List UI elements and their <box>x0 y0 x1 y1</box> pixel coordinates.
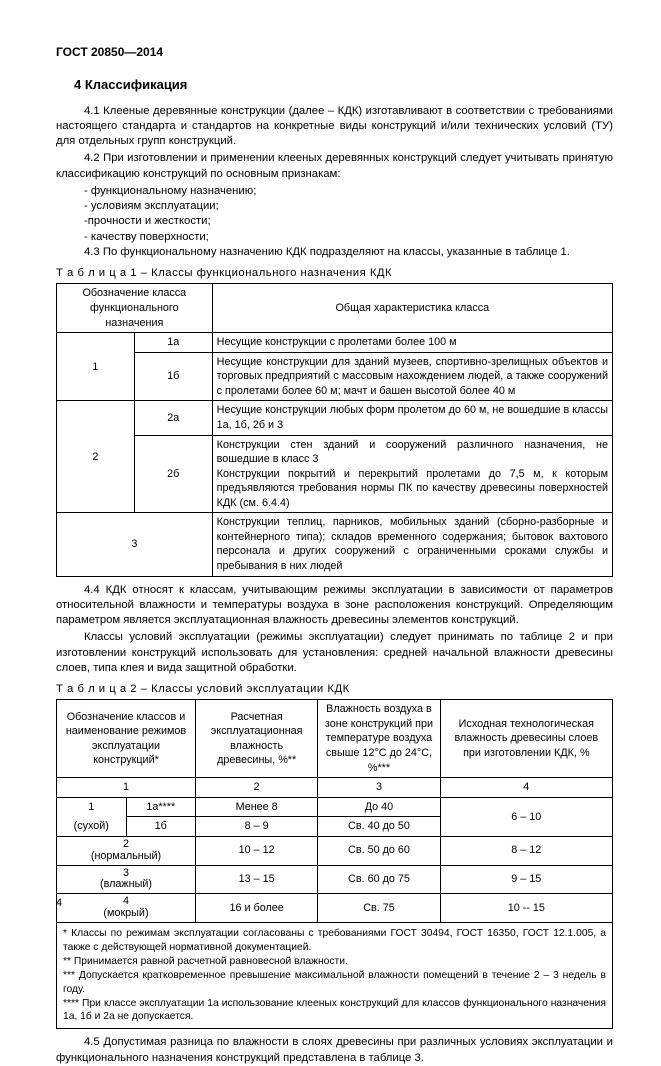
para-4-4b: Классы условий эксплуатации (режимы эксп… <box>56 630 613 676</box>
section-heading: 4 Классификация <box>74 76 613 94</box>
t1-class-2: 2 <box>57 401 135 513</box>
t2-r1-v4: 6 – 10 <box>440 797 612 836</box>
t1-desc-2b: Конструкции стен зданий и сооружений раз… <box>212 435 612 513</box>
t1-code-1b: 1б <box>134 352 212 401</box>
t2-colnum-4: 4 <box>440 778 612 798</box>
t1-class-1: 1 <box>57 333 135 401</box>
t2-header-2: Расчетная эксплуатационная влажность дре… <box>196 700 318 778</box>
t2-r4-label: 4(мокрый) <box>57 894 196 923</box>
t2-r3-label: 3(влажный) <box>57 865 196 894</box>
t2-r1a-v3: До 40 <box>318 797 440 817</box>
t2-r1b-v3: Св. 40 до 50 <box>318 817 440 837</box>
t2-r2-v2: 10 – 12 <box>196 836 318 865</box>
t1-class-3: 3 <box>57 513 213 576</box>
t2-r3-v2: 13 – 15 <box>196 865 318 894</box>
t2-colnum-1: 1 <box>57 778 196 798</box>
t2-r2-v4: 8 – 12 <box>440 836 612 865</box>
t2-r1a-v2: Менее 8 <box>196 797 318 817</box>
list-item: -прочности и жесткости; <box>56 214 613 229</box>
t2-r2-v3: Св. 50 до 60 <box>318 836 440 865</box>
t2-colnum-2: 2 <box>196 778 318 798</box>
para-4-2: 4.2 При изготовлении и применении клеены… <box>56 151 613 182</box>
t2-r1-name: (сухой) <box>57 817 127 837</box>
t1-header-1: Обозначение класса функционального назна… <box>57 284 213 333</box>
t2-r4-v2: 16 и более <box>196 894 318 923</box>
t2-r4-v3: Св. 75 <box>318 894 440 923</box>
t2-header-3: Влажность воздуха в зоне конструкций при… <box>318 700 440 778</box>
table-1: Обозначение класса функционального назна… <box>56 283 613 576</box>
page-number: 4 <box>56 896 62 911</box>
t2-r1b-v2: 8 – 9 <box>196 817 318 837</box>
t1-code-1a: 1а <box>134 333 212 353</box>
table-2-caption: Т а б л и ц а 2 – Классы условий эксплуа… <box>56 682 613 697</box>
t2-r1b-sub: 1б <box>126 817 196 837</box>
para-4-3: 4.3 По функциональному назначению КДК по… <box>56 245 613 260</box>
para-4-1: 4.1 Клееные деревянные конструкции (дале… <box>56 104 613 150</box>
footnote-4: **** При классе эксплуатации 1а использо… <box>63 997 606 1025</box>
document-id: ГОСТ 20850—2014 <box>56 44 613 60</box>
footnote-2: ** Принимается равной расчетной равновес… <box>63 955 606 969</box>
para-4-4: 4.4 КДК относят к классам, учитывающим р… <box>56 583 613 629</box>
footnote-1: * Классы по режимам эксплуатации согласо… <box>63 927 606 955</box>
t1-header-2: Общая характеристика класса <box>212 284 612 333</box>
t2-header-1: Обозначение классов и наименование режим… <box>57 700 196 778</box>
t1-desc-3: Конструкции теплиц, парников, мобильных … <box>212 513 612 576</box>
list-item: - условиям эксплуатации; <box>56 199 613 214</box>
t2-header-4: Исходная технологическая влажность древе… <box>440 700 612 778</box>
list-item: - функциональному назначению; <box>56 184 613 199</box>
t1-desc-1a: Несущие конструкции с пролетами более 10… <box>212 333 612 353</box>
t1-code-2a: 2а <box>134 401 212 435</box>
footnote-3: *** Допускается кратковременное превышен… <box>63 969 606 997</box>
t2-colnum-3: 3 <box>318 778 440 798</box>
list-item: - качеству поверхности; <box>56 230 613 245</box>
t2-r3-v3: Св. 60 до 75 <box>318 865 440 894</box>
t2-r2-label: 2(нормальный) <box>57 836 196 865</box>
t2-r3-v4: 9 – 15 <box>440 865 612 894</box>
t1-desc-2a: Несущие конструкции любых форм пролетом … <box>212 401 612 435</box>
table-2-footnotes: * Классы по режимам эксплуатации согласо… <box>56 923 613 1029</box>
t2-r1a-sub: 1а**** <box>126 797 196 817</box>
t2-r1-class: 1 <box>57 797 127 817</box>
table-1-caption: Т а б л и ц а 1 – Классы функционального… <box>56 266 613 281</box>
t1-desc-1b: Несущие конструкции для зданий музеев, с… <box>212 352 612 401</box>
table-2: Обозначение классов и наименование режим… <box>56 699 613 923</box>
para-4-5: 4.5 Допустимая разница по влажности в сл… <box>56 1035 613 1066</box>
t1-code-2b: 2б <box>134 435 212 513</box>
t2-r4-v4: 10 -- 15 <box>440 894 612 923</box>
